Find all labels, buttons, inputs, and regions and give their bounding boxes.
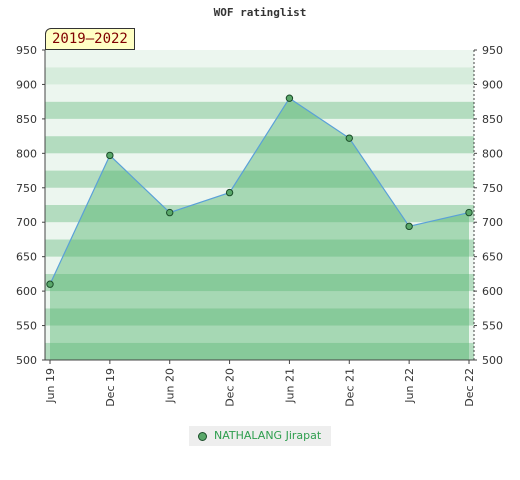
band	[45, 101, 474, 119]
data-point	[46, 280, 54, 288]
y-tick-label-right: 950	[482, 44, 503, 57]
x-tick-label: Dec 20	[224, 368, 237, 407]
x-tick-label: Jun 19	[44, 368, 57, 404]
y-tick-label-left: 800	[16, 147, 37, 160]
y-tick-label-left: 600	[16, 285, 37, 298]
band	[45, 273, 474, 292]
data-point	[225, 188, 234, 197]
y-tick-label-left: 950	[16, 44, 37, 57]
chart-title: WOF ratinglist	[213, 6, 307, 19]
x-tick-label: Dec 21	[343, 368, 356, 407]
y-tick-label-right: 750	[482, 182, 503, 195]
band	[45, 308, 474, 326]
y-tick-label-left: 750	[16, 182, 37, 195]
data-point	[465, 208, 473, 217]
area-fill	[50, 98, 469, 360]
band	[45, 153, 474, 171]
y-tick-label-left: 700	[16, 216, 37, 229]
band	[45, 170, 474, 188]
band	[45, 205, 474, 223]
series-line	[49, 97, 470, 285]
y-tick-label-right: 600	[482, 285, 503, 298]
band	[45, 84, 474, 102]
data-point	[106, 151, 114, 160]
y-tick-label-right: 650	[482, 251, 503, 264]
x-tick-label: Dec 22	[463, 368, 476, 407]
x-tick-label: Jun 20	[164, 368, 177, 404]
rating-area	[50, 98, 469, 360]
y-tick-label-right: 850	[482, 113, 503, 126]
band	[45, 187, 474, 205]
y-tick-label-left: 550	[16, 320, 37, 333]
y-tick-label-right: 550	[482, 320, 503, 333]
y-tick-label-right: 500	[482, 354, 503, 367]
x-tick-label: Jun 21	[283, 368, 296, 404]
band	[45, 342, 474, 360]
axes: 500 500 550 550 600 600 650 650 700 700 750 750 800 8…	[16, 44, 503, 407]
y-tick-label-left: 900	[16, 78, 37, 91]
y-tick-label-left: 850	[16, 113, 37, 126]
band	[45, 118, 474, 137]
y-tick-label-left: 650	[16, 251, 37, 264]
band	[45, 256, 474, 274]
legend-marker-icon	[198, 432, 207, 441]
data-point	[405, 222, 413, 231]
background-bands	[45, 50, 474, 360]
data-point	[345, 134, 353, 142]
x-tick-label: Jun 22	[403, 368, 416, 404]
legend-series-label: NATHALANG Jirapat	[214, 429, 322, 442]
band	[45, 291, 474, 309]
data-point	[166, 208, 174, 217]
y-tick-label-right: 700	[482, 216, 503, 229]
band	[45, 325, 474, 343]
y-tick-label-left: 500	[16, 354, 37, 367]
data-markers	[46, 94, 473, 288]
data-point	[285, 94, 294, 102]
band	[45, 50, 474, 68]
x-tick-label: Dec 19	[104, 368, 117, 407]
band	[45, 67, 474, 85]
y-tick-label-right: 900	[482, 78, 503, 91]
period-badge: 2019–2022	[45, 28, 135, 50]
rating-line	[49, 97, 470, 285]
y-tick-label-right: 800	[482, 147, 503, 160]
band	[45, 239, 474, 257]
band	[45, 222, 474, 240]
legend[interactable]: NATHALANG Jirapat	[189, 426, 331, 446]
